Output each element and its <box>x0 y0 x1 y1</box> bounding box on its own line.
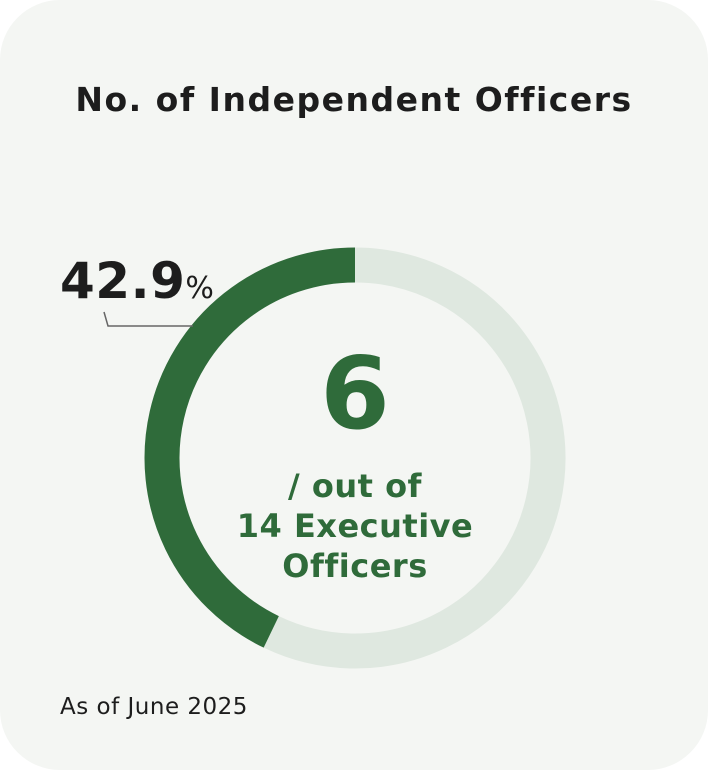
leader-line <box>103 311 193 327</box>
percent-value: 42.9 <box>60 252 186 310</box>
percent-label: 42.9% <box>60 252 214 310</box>
percent-unit: % <box>185 271 214 306</box>
donut-segment-highlight <box>144 247 356 648</box>
caption-line: 14 Executive <box>236 507 474 545</box>
center-caption: / out of 14 Executive Officers <box>180 466 530 586</box>
caption-line: Officers <box>282 547 428 585</box>
donut-segment-rest <box>263 247 566 669</box>
date-note: As of June 2025 <box>60 694 248 720</box>
center-value: 6 <box>320 335 390 452</box>
caption-line: / out of <box>288 467 422 505</box>
chart-title: No. of Independent Officers <box>75 80 633 119</box>
